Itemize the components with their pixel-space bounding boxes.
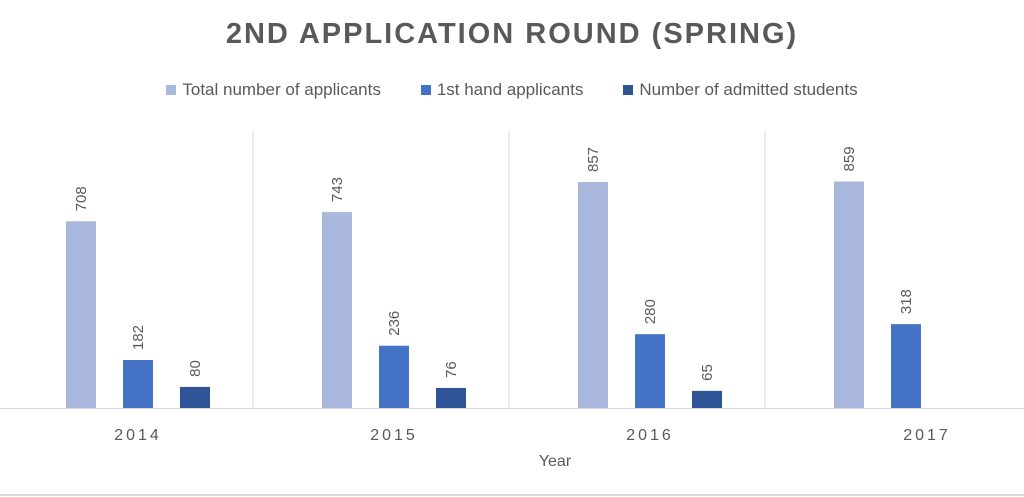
legend-item-total: Total number of applicants xyxy=(166,79,381,101)
x-tick-label: 2017 xyxy=(903,427,951,444)
bar-admitted-2015 xyxy=(436,387,466,408)
legend-label-admitted: Number of admitted students xyxy=(639,80,858,99)
bar-admitted-2014 xyxy=(180,386,210,408)
legend-label-first-hand: 1st hand applicants xyxy=(436,80,584,99)
data-label: 857 xyxy=(585,147,602,172)
data-label: 859 xyxy=(841,146,858,171)
data-label: 280 xyxy=(642,299,659,324)
bar-first-hand-2014 xyxy=(123,360,153,408)
bar-total-2015 xyxy=(322,212,352,408)
legend: Total number of applicants 1st hand appl… xyxy=(0,79,1024,101)
data-label: 182 xyxy=(130,325,147,350)
data-label: 236 xyxy=(386,311,403,336)
bar-admitted-2016 xyxy=(692,390,722,408)
data-label: 76 xyxy=(443,361,460,378)
legend-label-total: Total number of applicants xyxy=(182,80,381,99)
x-tick-label: 2016 xyxy=(626,427,674,444)
legend-swatch-total xyxy=(166,85,177,95)
data-label: 80 xyxy=(187,360,204,377)
legend-item-admitted: Number of admitted students xyxy=(623,79,858,101)
data-label: 318 xyxy=(898,289,915,314)
bar-total-2014 xyxy=(66,221,96,408)
x-tick-label: 2014 xyxy=(114,427,162,444)
chart-title: 2ND APPLICATION ROUND (SPRING) xyxy=(225,18,799,50)
bar-first-hand-2015 xyxy=(379,345,409,408)
chart-bottom-border xyxy=(0,494,1024,496)
bar-total-2016 xyxy=(578,182,608,408)
legend-swatch-first-hand xyxy=(420,85,431,95)
bar-first-hand-2017 xyxy=(891,324,921,408)
bar-first-hand-2016 xyxy=(635,334,665,408)
legend-swatch-admitted xyxy=(623,85,634,95)
bar-total-2017 xyxy=(834,181,864,408)
data-label: 708 xyxy=(73,186,90,211)
legend-item-first-hand: 1st hand applicants xyxy=(420,79,584,101)
data-label: 743 xyxy=(329,177,346,202)
x-tick-label: 2015 xyxy=(370,427,418,444)
x-axis-title: Year xyxy=(539,453,572,470)
data-label: 65 xyxy=(699,364,716,381)
